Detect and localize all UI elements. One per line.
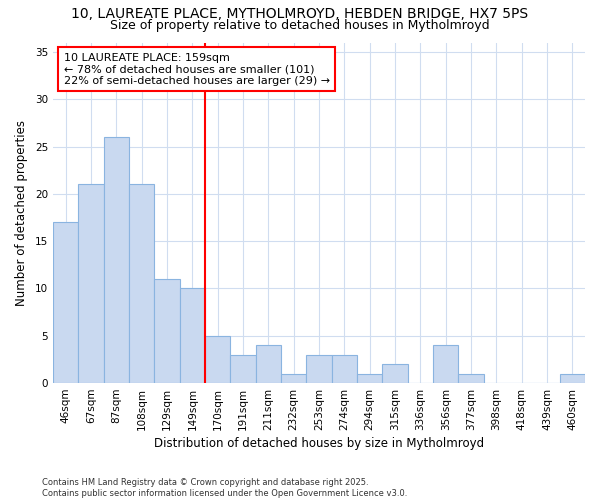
Bar [79, 184, 104, 383]
Bar [281, 374, 307, 383]
Bar [433, 345, 458, 383]
X-axis label: Distribution of detached houses by size in Mytholmroyd: Distribution of detached houses by size … [154, 437, 484, 450]
Bar [180, 288, 205, 383]
Bar [560, 374, 585, 383]
Bar [205, 336, 230, 383]
Y-axis label: Number of detached properties: Number of detached properties [15, 120, 28, 306]
Bar [332, 354, 357, 383]
Text: 10, LAUREATE PLACE, MYTHOLMROYD, HEBDEN BRIDGE, HX7 5PS: 10, LAUREATE PLACE, MYTHOLMROYD, HEBDEN … [71, 8, 529, 22]
Bar [256, 345, 281, 383]
Bar [129, 184, 154, 383]
Text: Size of property relative to detached houses in Mytholmroyd: Size of property relative to detached ho… [110, 19, 490, 32]
Bar [154, 279, 180, 383]
Bar [458, 374, 484, 383]
Bar [53, 222, 79, 383]
Bar [104, 137, 129, 383]
Text: Contains HM Land Registry data © Crown copyright and database right 2025.
Contai: Contains HM Land Registry data © Crown c… [42, 478, 407, 498]
Bar [357, 374, 382, 383]
Bar [382, 364, 407, 383]
Bar [230, 354, 256, 383]
Bar [307, 354, 332, 383]
Text: 10 LAUREATE PLACE: 159sqm
← 78% of detached houses are smaller (101)
22% of semi: 10 LAUREATE PLACE: 159sqm ← 78% of detac… [64, 52, 330, 86]
